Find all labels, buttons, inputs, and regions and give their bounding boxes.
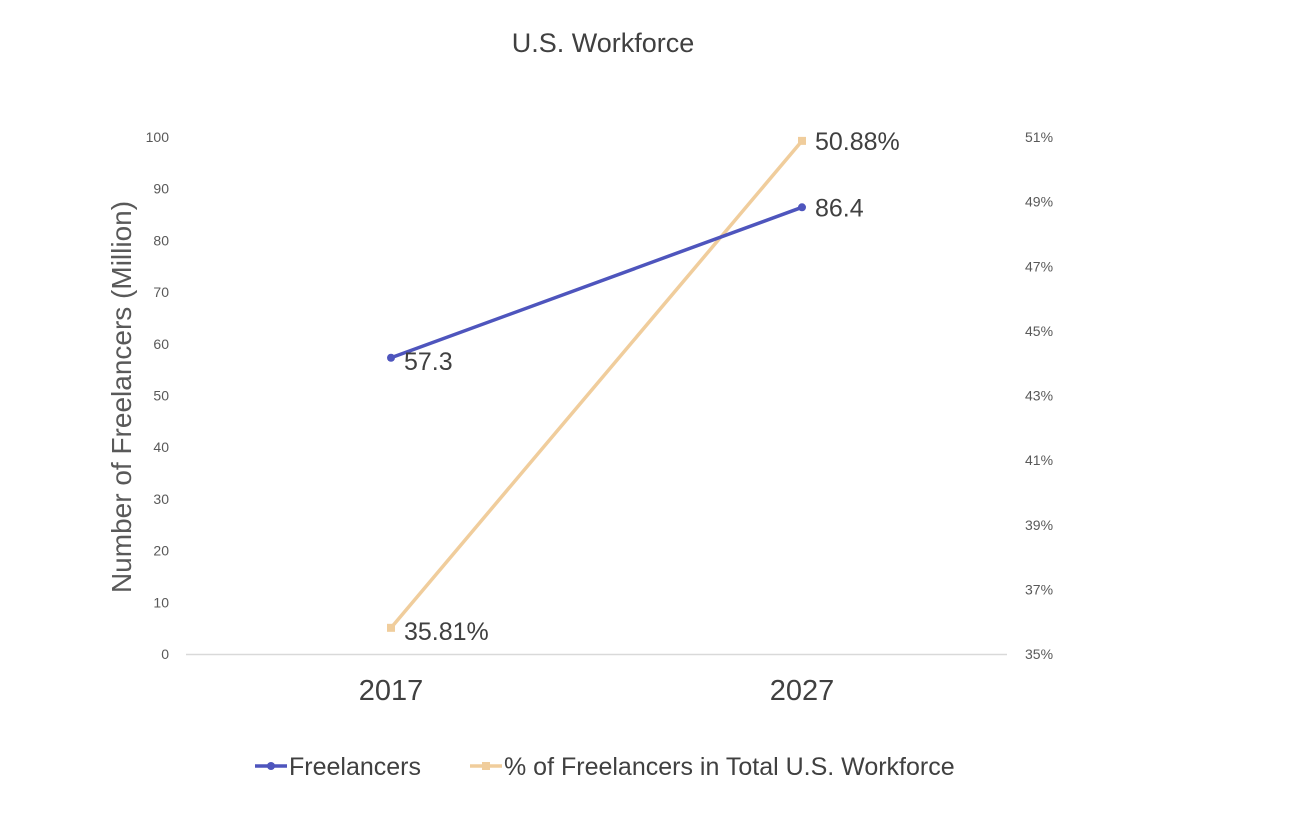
- x-axis-ticks: 2017 2027: [359, 675, 835, 707]
- data-point-freelancers: [387, 353, 395, 362]
- series-layer: [387, 136, 806, 632]
- legend-item-percent: % of Freelancers in Total U.S. Workforce: [470, 753, 955, 781]
- y-tick-right-label: 39%: [1025, 517, 1053, 533]
- legend-label: % of Freelancers in Total U.S. Workforce: [504, 753, 955, 781]
- legend-swatch-marker: [267, 762, 275, 770]
- y-tick-left-label: 70: [153, 284, 169, 300]
- legend: Freelancers % of Freelancers in Total U.S…: [255, 753, 955, 781]
- chart-title: U.S. Workforce: [512, 28, 695, 58]
- x-tick-label: 2027: [770, 675, 835, 707]
- data-point-percent: [387, 623, 395, 632]
- data-label-percent: 50.88%: [815, 128, 900, 156]
- data-labels: 35.81% 50.88% 57.3 86.4: [404, 128, 900, 646]
- y-tick-right-label: 49%: [1025, 194, 1053, 210]
- data-point-percent: [798, 136, 806, 145]
- y-tick-right-label: 41%: [1025, 452, 1053, 468]
- y-tick-left-label: 50: [153, 388, 169, 404]
- data-point-freelancers: [798, 203, 806, 212]
- data-label-percent: 35.81%: [404, 618, 489, 646]
- y-tick-left-label: 90: [153, 181, 169, 197]
- x-tick-label: 2017: [359, 675, 424, 707]
- y-tick-left-label: 30: [153, 491, 169, 507]
- y-tick-right-label: 47%: [1025, 258, 1053, 274]
- y-axis-left-ticks: 0 10 20 30 40 50 60 70 80 90 100: [146, 129, 170, 662]
- y-tick-right-label: 35%: [1025, 646, 1053, 662]
- y-tick-right-label: 51%: [1025, 129, 1053, 145]
- series-line-freelancers: [389, 205, 804, 360]
- data-label-freelancers: 57.3: [404, 348, 453, 376]
- legend-item-freelancers: Freelancers: [255, 753, 421, 781]
- y-tick-left-label: 60: [153, 336, 169, 352]
- y-tick-left-label: 0: [161, 646, 169, 662]
- legend-label: Freelancers: [289, 753, 421, 781]
- y-tick-right-label: 43%: [1025, 388, 1053, 404]
- y-tick-left-label: 10: [153, 594, 169, 610]
- y-axis-label: Number of Freelancers (Million): [106, 201, 137, 593]
- y-tick-left-label: 20: [153, 543, 169, 559]
- y-tick-right-label: 45%: [1025, 323, 1053, 339]
- y-axis-right-ticks: 35% 37% 39% 41% 43% 45% 47% 49% 51%: [1025, 129, 1053, 662]
- y-tick-right-label: 37%: [1025, 581, 1053, 597]
- y-tick-left-label: 100: [146, 129, 170, 145]
- legend-swatch-marker: [482, 762, 490, 770]
- series-line-percent: [389, 139, 804, 630]
- y-tick-left-label: 40: [153, 439, 169, 455]
- y-tick-left-label: 80: [153, 232, 169, 248]
- data-label-freelancers: 86.4: [815, 194, 864, 222]
